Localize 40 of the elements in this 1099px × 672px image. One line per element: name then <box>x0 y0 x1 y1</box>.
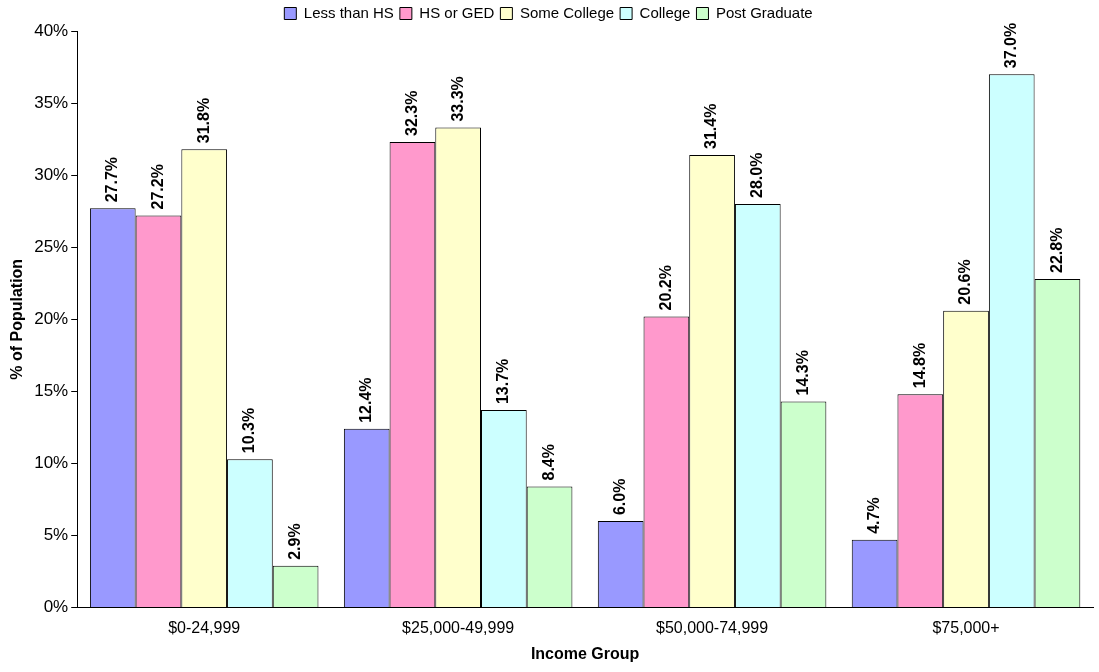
x-tick-label: $0-24,999 <box>168 618 241 636</box>
data-label: 13.7% <box>494 358 512 405</box>
legend-label: Post Graduate <box>715 3 813 21</box>
y-tick-label: 5% <box>43 525 69 545</box>
data-label: 31.4% <box>702 103 720 149</box>
y-tick-label: 10% <box>34 453 69 473</box>
data-label: 12.4% <box>357 377 375 423</box>
data-label: 31.8% <box>194 97 212 144</box>
data-label: 20.6% <box>956 259 974 305</box>
x-axis-title: Income Group <box>530 644 640 662</box>
data-label: 14.3% <box>793 350 811 396</box>
legend-label: Less than HS <box>303 3 394 21</box>
y-tick-label: 0% <box>43 597 69 617</box>
y-tick-label: 40% <box>34 20 69 40</box>
data-label: 28.0% <box>748 152 766 198</box>
legend-label: HS or GED <box>419 3 495 21</box>
y-tick-label: 30% <box>34 164 69 184</box>
y-tick-label: 35% <box>34 92 69 112</box>
y-tick-label: 20% <box>34 308 69 328</box>
data-label: 8.4% <box>539 444 557 481</box>
x-tick-label: $75,000+ <box>932 618 1000 636</box>
x-tick-label: $50,000-74,999 <box>656 618 769 636</box>
legend-label: Some College <box>519 3 615 21</box>
x-tick-label: $25,000-49,999 <box>402 618 515 636</box>
data-label: 32.3% <box>402 90 420 136</box>
y-tick-label: 15% <box>34 381 69 401</box>
data-label: 22.8% <box>1047 227 1065 273</box>
data-label: 10.3% <box>240 407 258 454</box>
data-label: 6.0% <box>611 478 629 516</box>
y-axis-title: % of Population <box>8 258 26 380</box>
data-label: 20.2% <box>656 265 674 311</box>
data-label: 14.8% <box>910 342 928 389</box>
legend-label: College <box>639 3 691 21</box>
data-label: 33.3% <box>448 76 466 122</box>
y-tick-label: 25% <box>34 236 69 256</box>
data-label: 37.0% <box>1002 22 1020 69</box>
data-label: 27.7% <box>103 156 121 203</box>
data-label: 2.9% <box>286 523 304 560</box>
data-label: 4.7% <box>865 497 883 534</box>
data-label: 27.2% <box>148 164 166 210</box>
